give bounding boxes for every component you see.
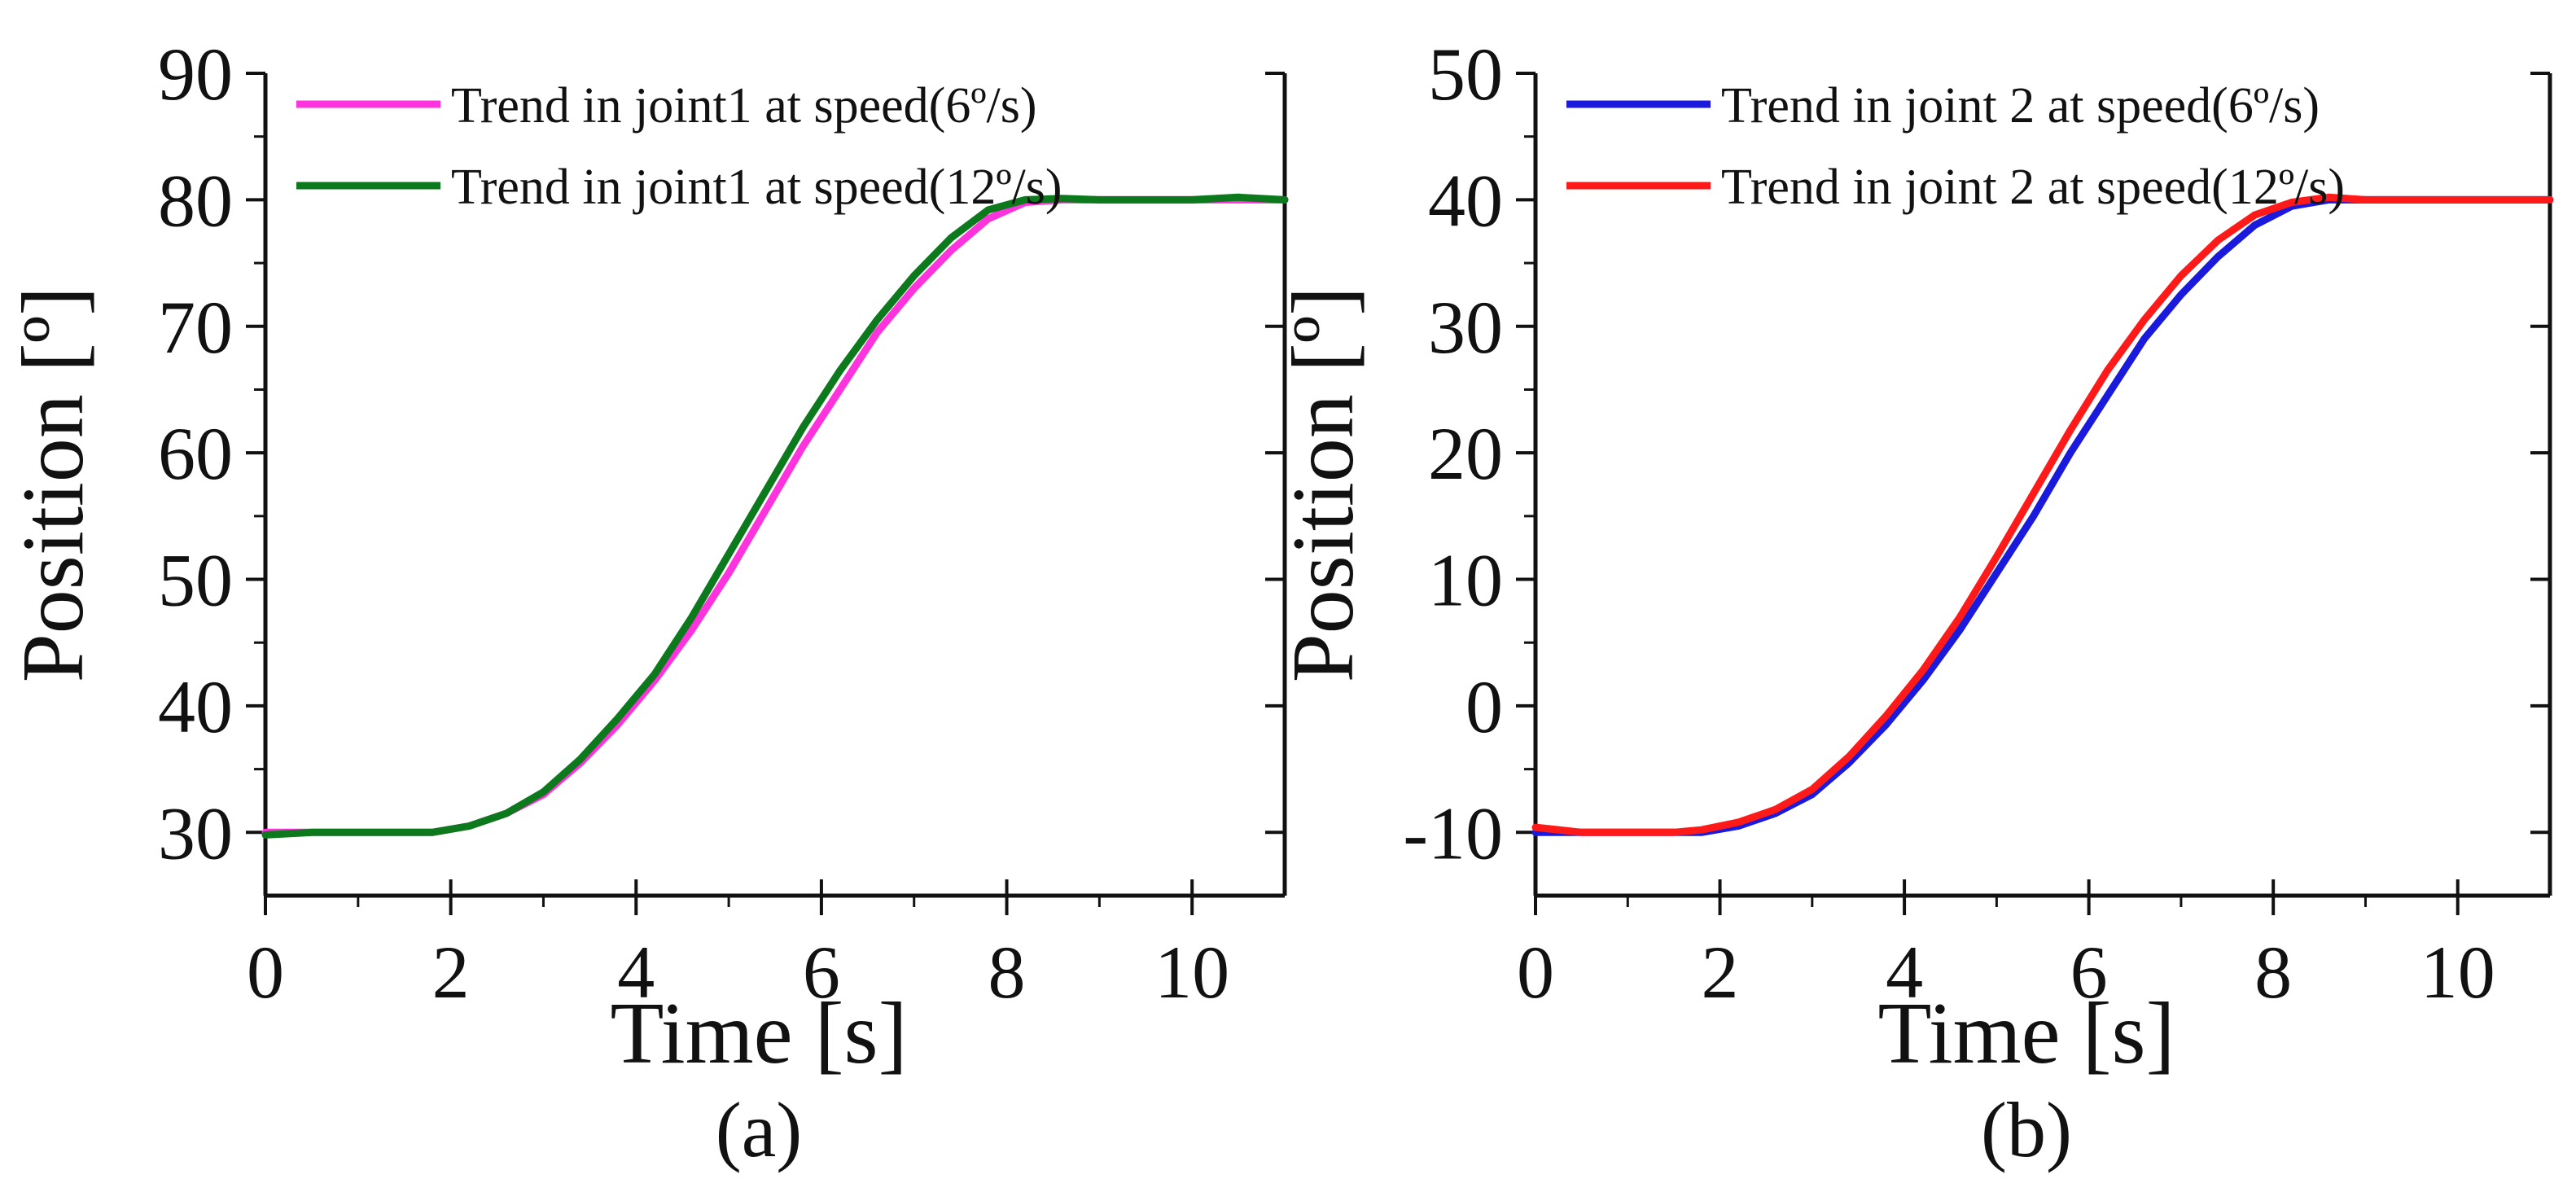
x-tick-label: 8 bbox=[2254, 931, 2292, 1014]
y-tick-label: 60 bbox=[158, 412, 233, 495]
x-axis-label: Time [s] bbox=[610, 985, 907, 1082]
x-tick-label: 2 bbox=[432, 931, 470, 1014]
panel-label: (b) bbox=[1981, 1086, 2072, 1173]
y-tick-label: 70 bbox=[158, 286, 233, 369]
x-tick-label: 4 bbox=[1886, 931, 1923, 1014]
panel-label: (a) bbox=[716, 1086, 803, 1173]
legend-label-2: Trend in joint 2 at speed(12º/s) bbox=[1721, 160, 2345, 215]
legend-label-2: Trend in joint1 at speed(12º/s) bbox=[451, 160, 1062, 215]
x-tick-label: 6 bbox=[803, 931, 840, 1014]
y-axis-label: Position [º] bbox=[5, 287, 102, 683]
series-line-2 bbox=[1531, 193, 2554, 836]
y-tick-label: 80 bbox=[158, 159, 233, 242]
x-axis-label: Time [s] bbox=[1877, 985, 2175, 1082]
chart-panel-a: 0 2 4 6 8 10 30 40 50 60 70 80 90 Time [s] Position [º… bbox=[5, 33, 1289, 1173]
y-tick-label: 90 bbox=[158, 33, 233, 116]
y-tick-label: 50 bbox=[158, 539, 233, 622]
x-tick-label: 10 bbox=[2420, 931, 2495, 1014]
y-tick-label: 10 bbox=[1428, 539, 1503, 622]
series-line-1 bbox=[1531, 195, 2554, 836]
y-tick-label: 30 bbox=[158, 791, 233, 874]
x-tick-label: 4 bbox=[617, 931, 655, 1014]
y-tick-label: -10 bbox=[1403, 791, 1503, 874]
y-tick-label: 40 bbox=[1428, 159, 1503, 242]
legend-label-1: Trend in joint1 at speed(6º/s) bbox=[451, 78, 1037, 134]
y-tick-label: 50 bbox=[1428, 33, 1503, 116]
y-tick-label: 40 bbox=[158, 665, 233, 748]
legend-label-1: Trend in joint 2 at speed(6º/s) bbox=[1721, 78, 2320, 134]
x-tick-label: 0 bbox=[1517, 931, 1554, 1014]
y-tick-label: 20 bbox=[1428, 412, 1503, 495]
y-tick-label: 30 bbox=[1428, 286, 1503, 369]
x-tick-label: 2 bbox=[1702, 931, 1739, 1014]
x-tick-label: 6 bbox=[2070, 931, 2108, 1014]
y-axis-label: Position [º] bbox=[1275, 287, 1372, 683]
x-tick-label: 0 bbox=[247, 931, 284, 1014]
series-line-1 bbox=[261, 195, 1289, 836]
x-tick-label: 10 bbox=[1154, 931, 1229, 1014]
x-tick-label: 8 bbox=[988, 931, 1026, 1014]
y-tick-label: 0 bbox=[1465, 665, 1503, 748]
series-line-2 bbox=[261, 193, 1289, 839]
